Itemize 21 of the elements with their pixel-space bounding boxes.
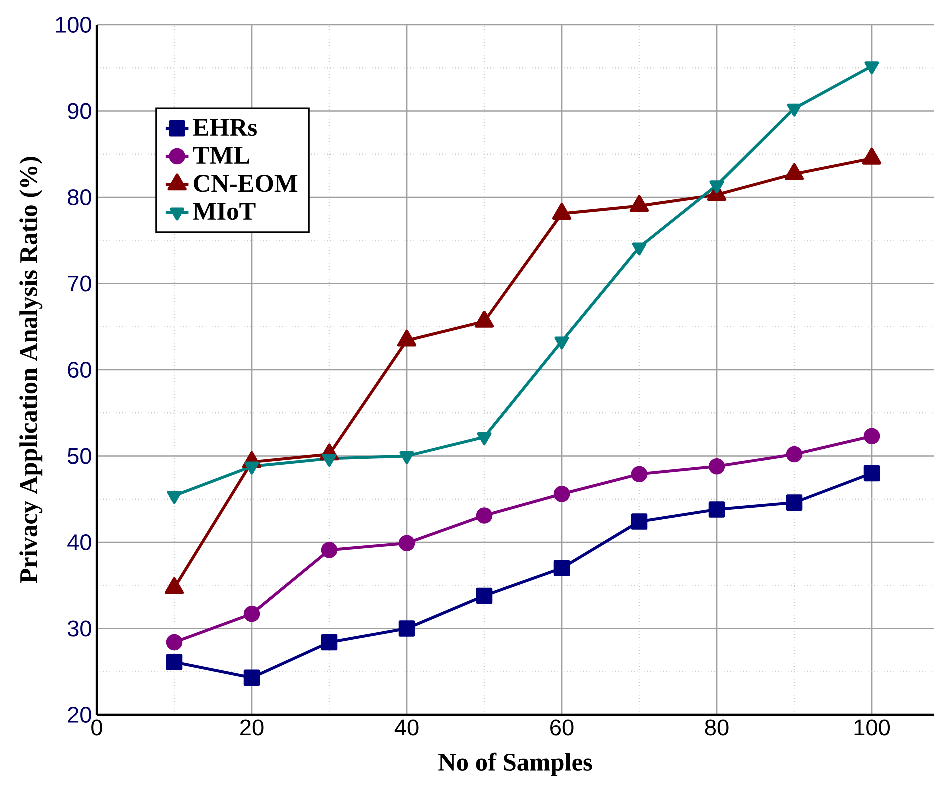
y-axis-title: Privacy Application Analysis Ratio (%) (20, 157, 43, 584)
legend-label: CN-EOM (194, 175, 298, 192)
y-tick-label: 50 (68, 448, 92, 464)
x-tick-label: 80 (705, 720, 729, 736)
x-tick-label: 60 (550, 720, 574, 736)
legend-label: EHRs (193, 119, 257, 136)
y-tick-label: 70 (68, 276, 92, 292)
y-tick-label: 40 (68, 534, 92, 551)
x-tick-label: 20 (240, 720, 264, 736)
y-tick-label: 90 (68, 103, 92, 120)
y-tick-label: 100 (56, 16, 92, 34)
x-tick-label: 40 (394, 720, 419, 736)
y-tick-label: 30 (68, 620, 92, 637)
legend-label: TML (193, 147, 250, 164)
x-axis-title: No of Samples (438, 752, 592, 776)
y-tick-label: 60 (68, 362, 92, 378)
legend-label: MIoT (193, 203, 256, 220)
x-tick-label: 100 (854, 720, 890, 736)
y-tick-label: 80 (68, 189, 92, 206)
x-tick-label: 0 (92, 720, 102, 736)
y-tick-label: 20 (68, 706, 92, 724)
